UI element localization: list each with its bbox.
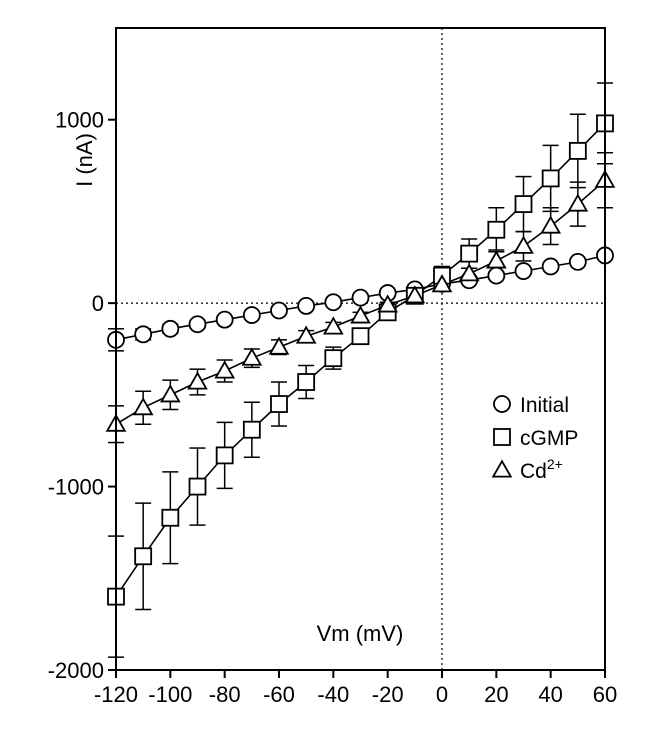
data-point-cgmp bbox=[134, 547, 153, 566]
x-tick-label: -80 bbox=[209, 682, 241, 707]
x-tick-label: 0 bbox=[436, 682, 448, 707]
data-point-cgmp bbox=[270, 395, 288, 413]
data-point-cgmp bbox=[487, 220, 506, 239]
data-point-cd bbox=[187, 371, 208, 390]
data-point-cgmp bbox=[215, 446, 234, 465]
x-tick-label: 40 bbox=[538, 682, 562, 707]
plot-border bbox=[115, 27, 606, 671]
reference-lines bbox=[116, 28, 605, 670]
data-point-cgmp bbox=[297, 373, 316, 391]
data-point-initial bbox=[297, 296, 316, 315]
y-axis: -2000 -1000 0 1000 bbox=[48, 108, 116, 683]
x-tick-label: 20 bbox=[484, 682, 508, 707]
x-axis-title: Vm (mV) bbox=[317, 621, 404, 646]
data-point-cd bbox=[295, 325, 317, 344]
x-tick-label: 60 bbox=[593, 682, 617, 707]
y-tick-label: -1000 bbox=[48, 475, 104, 500]
data-point-initial bbox=[568, 252, 587, 271]
plot-frame bbox=[115, 27, 606, 671]
data-point-cd bbox=[404, 285, 426, 304]
legend-label-initial: Initial bbox=[520, 394, 569, 417]
legend: Initial cGMP Cd2+ bbox=[491, 394, 578, 483]
data-point-cgmp bbox=[514, 195, 533, 213]
data-point-cd bbox=[268, 336, 290, 355]
data-point-cd bbox=[540, 215, 562, 234]
x-tick-label: -60 bbox=[263, 682, 295, 707]
data-point-cgmp bbox=[242, 420, 261, 439]
data-point-cgmp bbox=[460, 244, 479, 263]
series-lines bbox=[115, 122, 606, 598]
legend-label-cd: Cd2+ bbox=[520, 456, 563, 483]
data-point-initial bbox=[134, 325, 153, 344]
y-tick-label: 0 bbox=[92, 291, 104, 316]
legend-symbol-initial bbox=[493, 395, 511, 413]
data-point-cd bbox=[513, 235, 534, 254]
data-point-cd bbox=[214, 360, 236, 379]
data-point-cd bbox=[431, 274, 453, 293]
data-point-cd bbox=[132, 397, 154, 416]
data-markers bbox=[105, 114, 616, 606]
data-point-cgmp bbox=[351, 327, 370, 346]
legend-symbol-cd bbox=[491, 459, 513, 478]
data-point-cd bbox=[377, 294, 399, 313]
data-point-cgmp bbox=[541, 169, 560, 188]
data-point-cd bbox=[567, 193, 589, 212]
legend-symbol-cgmp bbox=[493, 428, 511, 446]
series-line-cgmp bbox=[115, 122, 606, 598]
y-axis-title: I (nA) bbox=[72, 133, 97, 187]
data-point-cgmp bbox=[161, 508, 180, 527]
data-point-cd bbox=[485, 250, 507, 269]
y-tick-label: 1000 bbox=[55, 108, 104, 133]
data-point-initial bbox=[514, 262, 533, 280]
x-tick-label: -100 bbox=[148, 682, 192, 707]
data-point-initial bbox=[188, 315, 207, 334]
data-point-initial bbox=[324, 293, 343, 312]
x-axis: -120 -100 -80 -60 -40 -20 0 20 40 60 bbox=[94, 670, 617, 707]
data-point-cgmp bbox=[188, 477, 207, 496]
x-tick-label: -20 bbox=[372, 682, 404, 707]
legend-label-cgmp: cGMP bbox=[520, 427, 578, 450]
data-point-cgmp bbox=[568, 141, 587, 160]
data-point-initial bbox=[270, 301, 288, 320]
error-bars bbox=[108, 82, 613, 658]
data-point-cd bbox=[159, 384, 181, 403]
data-point-initial bbox=[215, 310, 234, 329]
data-point-initial bbox=[541, 257, 560, 276]
x-tick-label: -120 bbox=[94, 682, 138, 707]
data-point-cd bbox=[458, 263, 480, 282]
data-point-cd bbox=[241, 347, 263, 366]
data-point-initial bbox=[487, 266, 506, 285]
x-tick-label: -40 bbox=[317, 682, 349, 707]
data-point-initial bbox=[161, 319, 180, 338]
data-point-initial bbox=[351, 288, 370, 307]
y-tick-label: -2000 bbox=[48, 658, 104, 683]
data-point-cd bbox=[322, 316, 344, 335]
data-point-cd bbox=[350, 305, 371, 324]
legend-label-superscript: 2+ bbox=[547, 456, 563, 472]
data-point-initial bbox=[242, 306, 261, 324]
data-point-cgmp bbox=[324, 349, 343, 368]
